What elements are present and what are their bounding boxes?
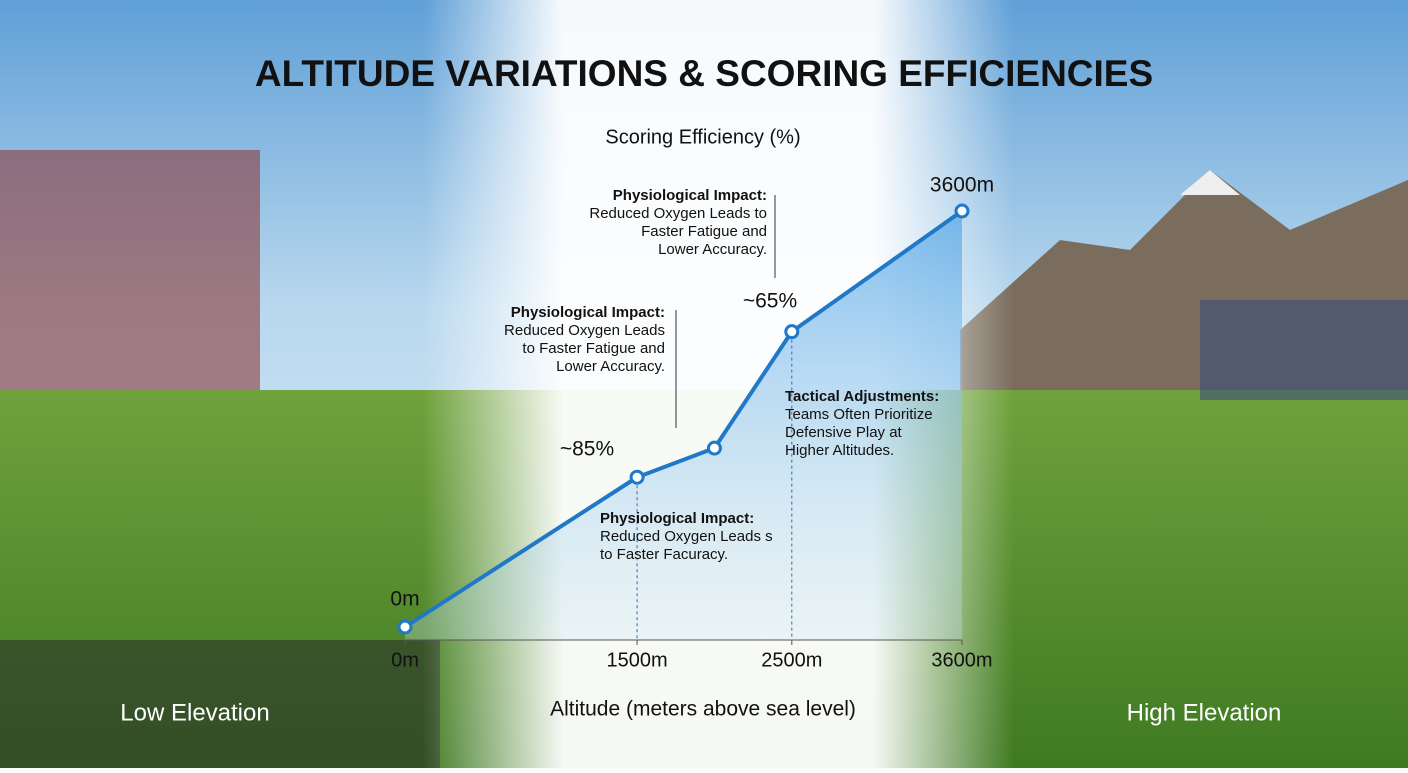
region-label: Low Elevation [120, 699, 269, 726]
callout-text: Lower Accuracy. [658, 241, 767, 258]
chart-title: ALTITUDE VARIATIONS & SCORING EFFICIENCI… [255, 53, 1153, 94]
point-label: 0m [390, 588, 419, 611]
plot: 0m 1500m 2500m 3600m 0m ~85% ~65% 3600m Physiolo… [390, 174, 994, 672]
callout-text: Reduced Oxygen Leads s [600, 528, 773, 545]
callout-text: Defensive Play at [785, 424, 903, 441]
x-tick-label: 0m [391, 649, 419, 671]
callout-text: Faster Fatigue and [641, 223, 767, 240]
region-label: High Elevation [1127, 699, 1282, 726]
x-tick-label: 2500m [761, 649, 822, 671]
callout-text: Lower Accuracy. [556, 358, 665, 375]
point-label: ~85% [560, 438, 614, 461]
callout-text: Reduced Oxygen Leads [504, 322, 665, 339]
point-label: 3600m [930, 174, 994, 197]
callout-text: Physiological Impact: [511, 304, 665, 321]
x-axis-label: Altitude (meters above sea level) [550, 698, 856, 721]
point-label: ~65% [743, 290, 797, 313]
callout-text: Reduced Oxygen Leads to [589, 205, 767, 222]
callout-text: Higher Altitudes. [785, 442, 894, 459]
callout-text: Tactical Adjustments: [785, 388, 939, 405]
point [706, 440, 722, 456]
callout-text: to Faster Fatigue and [522, 340, 665, 357]
x-tick-label: 1500m [607, 649, 668, 671]
callout-text: Teams Often Prioritize [785, 406, 933, 423]
point [629, 469, 645, 485]
x-tick-label: 3600m [931, 649, 992, 671]
area [405, 211, 962, 640]
callout-text: Physiological Impact: [600, 510, 754, 527]
point [954, 203, 970, 219]
subtitle: Scoring Efficiency (%) [605, 126, 800, 148]
point [397, 619, 413, 635]
point [784, 324, 800, 340]
callout-text: to Faster Facuracy. [600, 546, 728, 563]
callout-text: Physiological Impact: [613, 187, 767, 204]
